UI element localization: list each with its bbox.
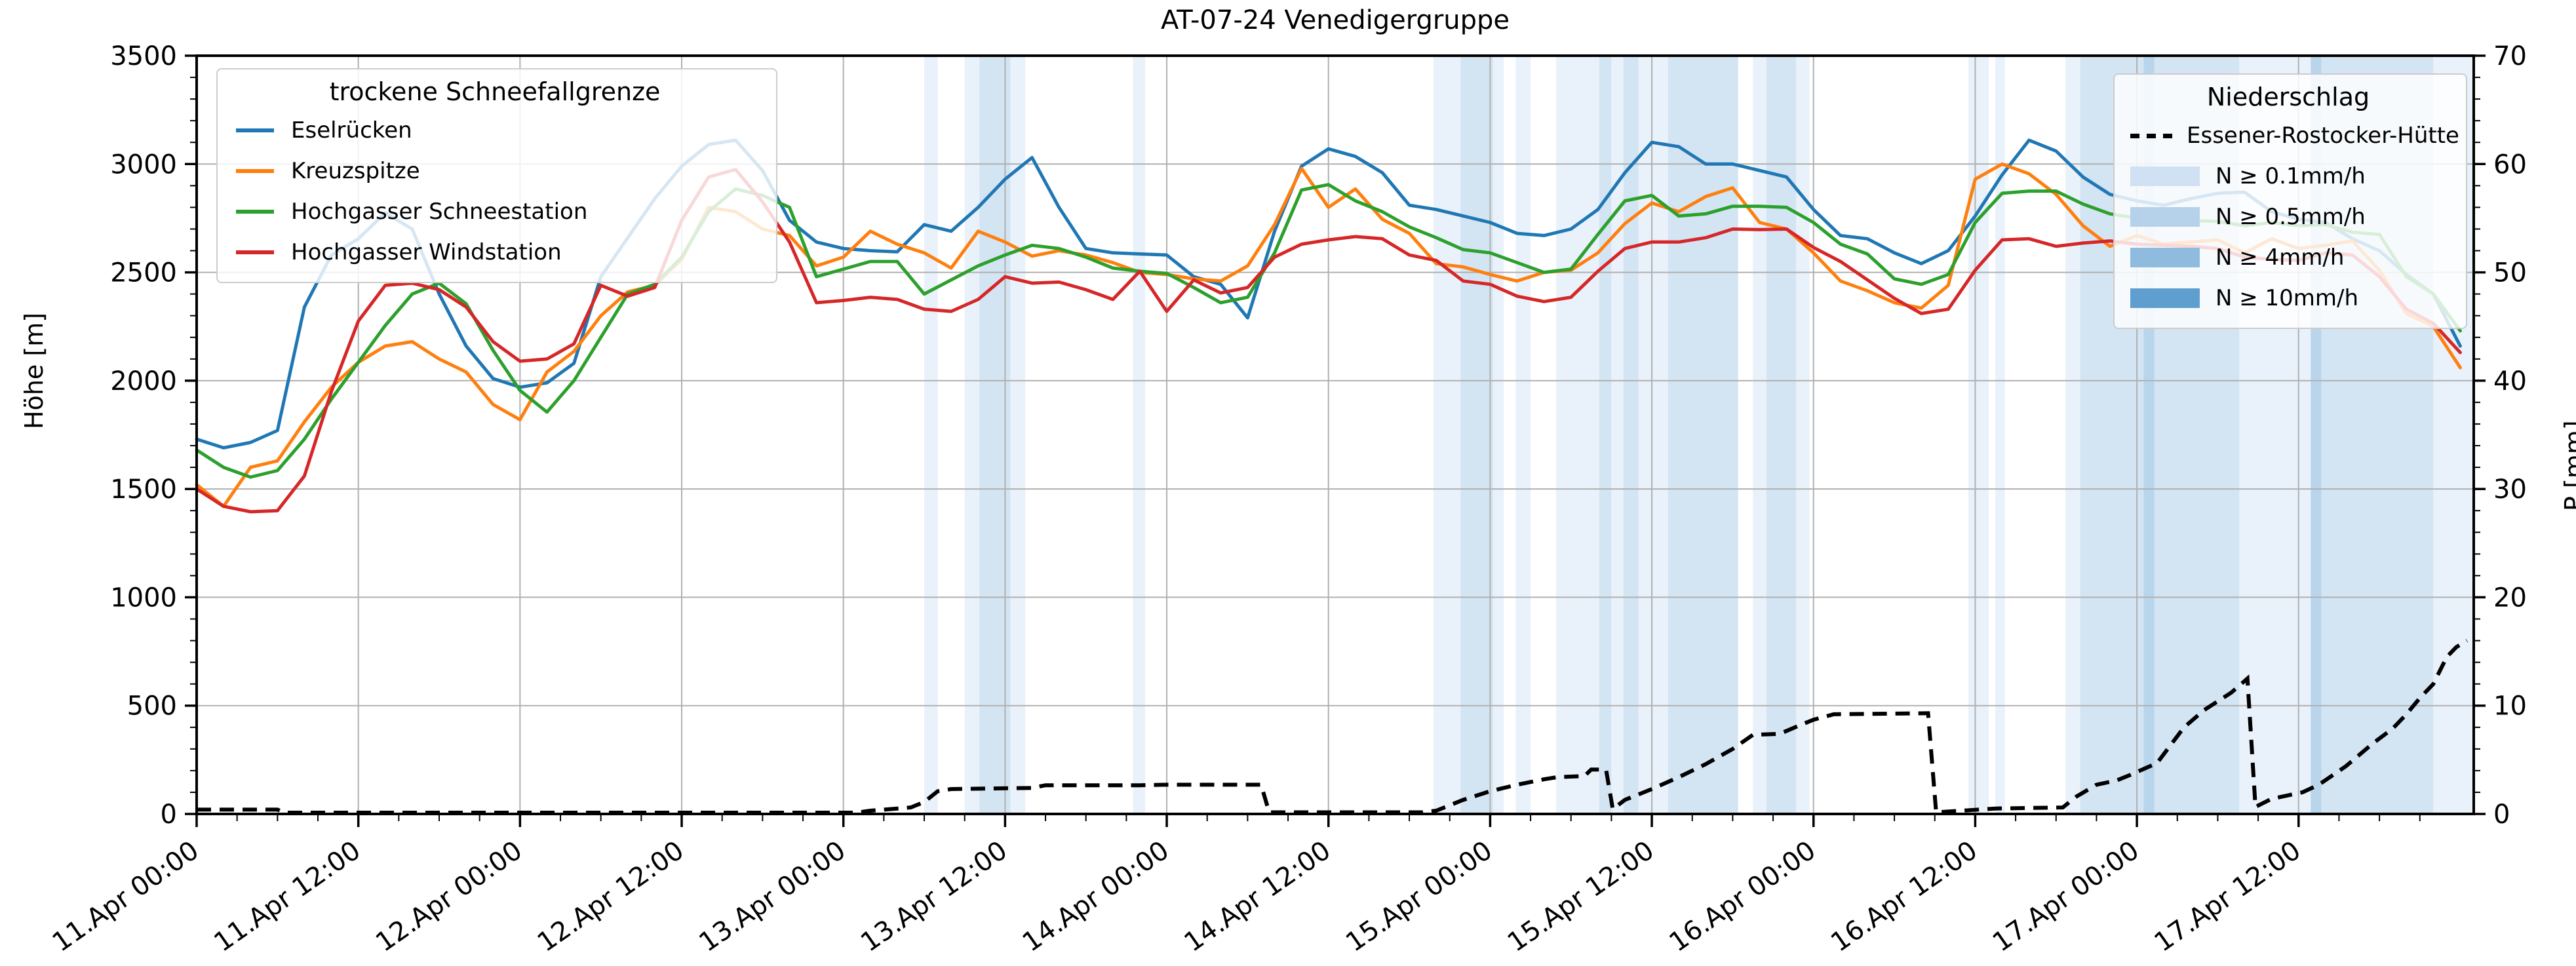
x-tick-label: 12.Apr 00:00 (370, 836, 528, 958)
data-series (195, 138, 2462, 514)
legend-item-label: N ≥ 0.5mm/h (2215, 204, 2366, 230)
y-right-tick-label: 0 (2493, 800, 2510, 830)
precip-band (964, 56, 980, 814)
y-left-tick-label: 3500 (110, 41, 177, 71)
y-right-tick-label: 20 (2493, 583, 2527, 613)
precip-band (1434, 56, 1461, 814)
legend-item-1: Kreuzspitze (229, 151, 760, 191)
y-left-tick-label: 500 (127, 691, 177, 722)
legend-item-label: Essener-Rostocker-Hütte (2187, 123, 2459, 149)
y-right-tick-label: 30 (2493, 474, 2527, 505)
precip-cumulative-line (197, 638, 2469, 815)
precip-band (1515, 56, 1531, 814)
y-right-tick-label: 50 (2493, 258, 2527, 288)
legend-precip-item-3: N ≥ 10mm/h (2126, 278, 2450, 319)
series-hochgasser-schneestation (195, 183, 2462, 479)
x-tick-label: 11.Apr 12:00 (208, 836, 366, 958)
y-axis-left-label: Höhe [m] (20, 312, 49, 429)
legend-precip-item-2: N ≥ 4mm/h (2126, 237, 2450, 278)
precip-band (1766, 56, 1797, 814)
y-axis-right-label: P [mm] (2560, 420, 2576, 511)
precip-line-group (197, 638, 2469, 815)
series-hochgasser-windstation (195, 168, 2462, 514)
legend-item-label: N ≥ 10mm/h (2215, 285, 2359, 311)
precip-band (1753, 56, 1766, 814)
precip-band (1668, 56, 1738, 814)
legend-item-label: Kreuzspitze (291, 158, 420, 184)
x-tick-label: 14.Apr 12:00 (1179, 836, 1336, 958)
precip-band (1638, 56, 1652, 814)
x-tick-label: 16.Apr 00:00 (1664, 836, 1821, 958)
x-tick-label: 15.Apr 12:00 (1502, 836, 1660, 958)
plot-spines (195, 54, 2475, 815)
band-swatch (2130, 288, 2200, 308)
precip-band (1611, 56, 1624, 814)
legend-item-label: N ≥ 0.1mm/h (2215, 163, 2366, 189)
x-tick-label: 14.Apr 00:00 (1017, 836, 1175, 958)
x-tick-label: 17.Apr 12:00 (2149, 836, 2306, 958)
precip-band (1599, 56, 1612, 814)
precip-band (1493, 56, 1504, 814)
precip-band (1968, 56, 1989, 814)
band-swatch (2130, 207, 2200, 227)
legend-precipitation: Niederschlag Essener-Rostocker-Hütte N ≥… (2113, 73, 2467, 329)
precip-band (1652, 56, 1668, 814)
series-eselr-cken (195, 138, 2462, 450)
legend-item-0: Eselrücken (229, 110, 760, 151)
legend-item-2: Hochgasser Schneestation (229, 191, 760, 232)
y-right-tick-label: 70 (2493, 41, 2527, 71)
series-kreuzspitze (195, 162, 2462, 509)
line-swatch (236, 128, 274, 132)
precip-band (1556, 56, 1599, 814)
y-left-tick-label: 2000 (110, 366, 177, 396)
y-left-tick-label: 0 (161, 800, 177, 830)
x-tick-label: 15.Apr 00:00 (1340, 836, 1498, 958)
x-tick-label: 16.Apr 12:00 (1825, 836, 1983, 958)
y-left-tick-label: 3000 (110, 149, 177, 180)
legend-snowfall-limit: trockene Schneefallgrenze Eselrücken Kre… (216, 68, 777, 283)
legend-precip-title: Niederschlag (2206, 83, 2370, 111)
x-tick-label: 12.Apr 12:00 (532, 836, 690, 958)
line-swatch (236, 250, 274, 254)
precip-band (979, 56, 1011, 814)
chart-title: AT-07-24 Venedigergruppe (1160, 5, 1510, 35)
precip-band (1133, 56, 1146, 814)
legend-item-3: Hochgasser Windstation (229, 232, 760, 273)
x-tick-label: 17.Apr 00:00 (1987, 836, 2145, 958)
legend-item-label: N ≥ 4mm/h (2215, 244, 2345, 271)
legend-precip-item-1: N ≥ 0.5mm/h (2126, 197, 2450, 237)
legend-item-precip-line: Essener-Rostocker-Hütte (2126, 115, 2459, 156)
x-tick-label: 13.Apr 12:00 (855, 836, 1013, 958)
y-right-tick-label: 40 (2493, 366, 2527, 396)
precip-band (1796, 56, 1810, 814)
legend-item-label: Hochgasser Schneestation (291, 199, 588, 225)
y-right-tick-label: 10 (2493, 691, 2527, 722)
precip-band (924, 56, 938, 814)
precip-band (1460, 56, 1493, 814)
band-swatch (2130, 166, 2200, 186)
y-left-tick-label: 2500 (110, 258, 177, 288)
line-swatch (236, 210, 274, 214)
y-left-tick-label: 1500 (110, 474, 177, 505)
precip-band (1995, 56, 2005, 814)
x-tick-label: 11.Apr 00:00 (47, 836, 205, 958)
legend-item-label: Hochgasser Windstation (291, 239, 562, 265)
legend-precip-item-0: N ≥ 0.1mm/h (2126, 156, 2450, 197)
legend-snowfall-title: trockene Schneefallgrenze (329, 77, 661, 106)
y-left-tick-label: 1000 (110, 583, 177, 613)
band-swatch (2130, 248, 2200, 267)
x-tick-label: 13.Apr 00:00 (693, 836, 851, 958)
y-right-tick-label: 60 (2493, 149, 2527, 180)
legend-item-label: Eselrücken (291, 117, 412, 144)
line-swatch (236, 169, 274, 173)
dashed-line-swatch (2130, 133, 2172, 138)
